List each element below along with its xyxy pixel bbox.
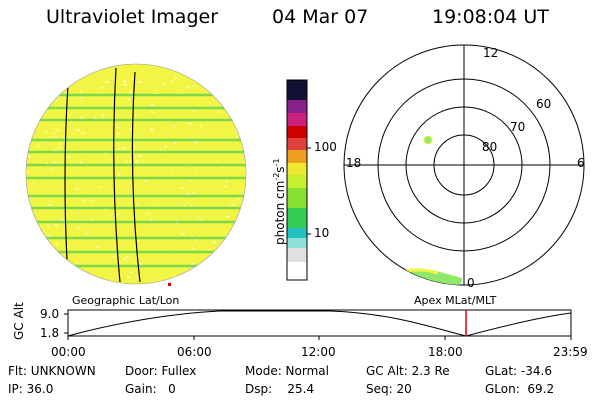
date-label: 04 Mar 07 (272, 6, 369, 28)
color-bar (286, 79, 311, 281)
auroral-emission (404, 268, 462, 285)
geographic-label: Geographic Lat/Lon (72, 294, 180, 307)
disk-outline (25, 63, 247, 285)
time-label: 19:08:04 UT (432, 6, 549, 28)
mlt-label-6: 6 (577, 156, 585, 170)
mlt-label-0: 0 (467, 276, 475, 290)
info-ip: IP: 36.0 (8, 382, 54, 396)
info-gain: Gain: 0 (125, 382, 176, 396)
emission-spot (423, 135, 433, 145)
info-glon: GLon: 69.2 (485, 382, 555, 396)
alt-xtick-2: 12:00 (301, 345, 336, 359)
instrument-title: Ultraviolet Imager (46, 6, 219, 28)
apex-label: Apex MLat/MLT (414, 294, 497, 307)
alt-xtick-3: 18:00 (428, 345, 463, 359)
colorbar-tick-100: 100 (314, 140, 337, 154)
alt-axis-label: GC Alt (12, 302, 26, 340)
info-gc-alt: GC Alt: 2.3 Re (366, 364, 450, 378)
colorbar-tick-10: 10 (314, 226, 330, 240)
altitude-plot (64, 309, 572, 340)
info-dsp: Dsp: 25.4 (245, 382, 315, 396)
mlt-label-18: 18 (346, 156, 362, 170)
alt-xtick-0: 00:00 (51, 345, 86, 359)
geographic-image (26, 64, 246, 284)
info-filter: Flt: UNKNOWN (8, 364, 96, 378)
colorbar-unit-label: photon cm-2s-1 (272, 158, 287, 245)
hot-pixel (168, 283, 171, 286)
info-mode: Mode: Normal (245, 364, 329, 378)
lat-label-80: 80 (482, 140, 498, 154)
polar-plot (343, 44, 585, 286)
lat-label-60: 60 (536, 97, 552, 111)
alt-ytick-top: 9.0 (40, 307, 60, 321)
alt-xtick-4: 23:59 (553, 345, 588, 359)
mlt-label-12: 12 (483, 46, 499, 60)
info-door: Door: Fullex (125, 364, 197, 378)
longitude-lines (64, 67, 141, 283)
info-glat: GLat: -34.6 (485, 364, 552, 378)
alt-ytick-bottom: 1.8 (40, 326, 60, 340)
lat-label-70: 70 (510, 120, 526, 134)
alt-xtick-1: 06:00 (177, 345, 212, 359)
info-seq: Seq: 20 (366, 382, 412, 396)
